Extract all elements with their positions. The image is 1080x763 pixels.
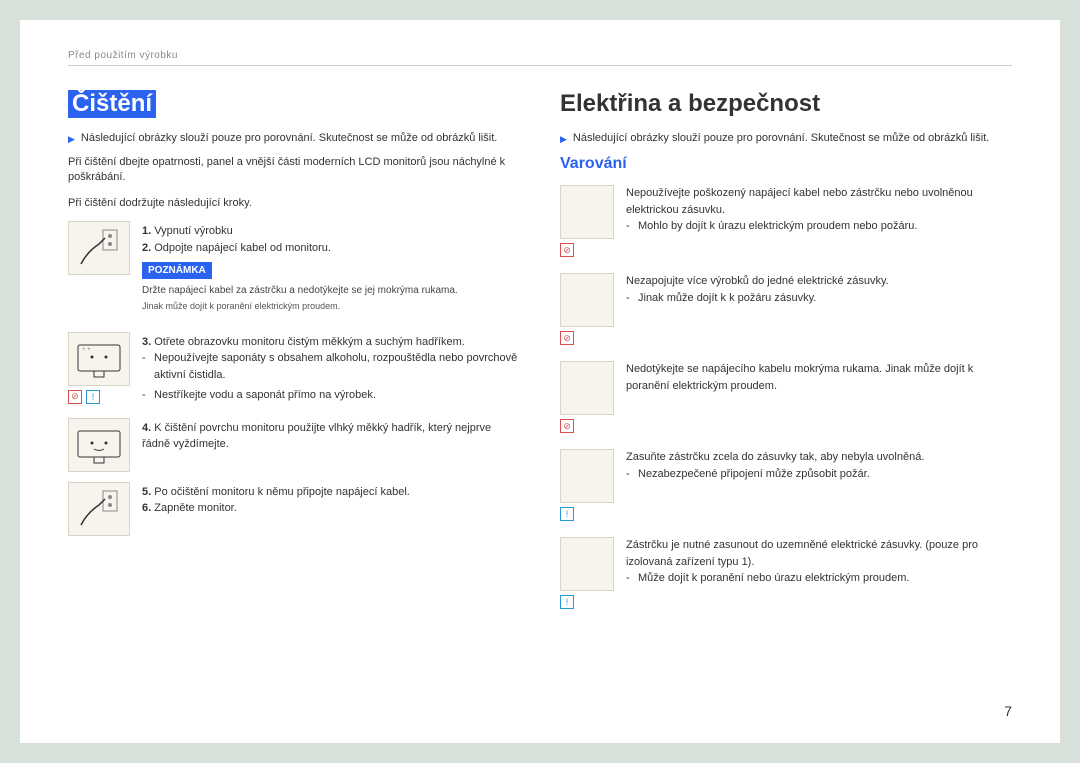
w4-text: Zasuňte zástrčku zcela do zásuvky tak, a… [626,449,1012,466]
step-3: + + ⊘ ! 3. Otřete obrazovku monitoru čis… [68,332,520,408]
step-text-block: 1. Vypnutí výrobku 2. Odpojte napájecí k… [142,221,520,322]
warning-4: ! Zasuňte zástrčku zcela do zásuvky tak,… [560,449,1012,521]
info-icon: ! [560,507,574,521]
w5-text: Zástrčku je nutné zasunout do uzemněné e… [626,537,1012,570]
w1-sub: Mohlo by dojít k úrazu elektrickým proud… [626,218,1012,235]
intro-note-text: Následující obrázky slouží pouze pro por… [81,132,497,144]
step-5-6: 5. Po očištění monitoru k němu připojte … [68,482,520,536]
w1-text: Nepoužívejte poškozený napájecí kabel ne… [626,185,1012,218]
para-1: Při čištění dbejte opatrnosti, panel a v… [68,155,520,186]
illustration-plug-in [68,482,130,536]
illustration-wet-hands [560,361,614,415]
w2-sub: Jinak může dojít k k požáru zásuvky. [626,290,1012,307]
warning-2: ⊘ Nezapojujte více výrobků do jedné elek… [560,273,1012,345]
step4-text: 4. K čištění povrchu monitoru použijte v… [142,418,520,453]
right-column: Elektřina a bezpečnost ▶ Následující obr… [560,90,1012,625]
note-badge: POZNÁMKA [142,262,212,279]
note-line-b: Jinak může dojít k poranění elektrickým … [142,300,520,314]
illustration-grounded-socket [560,537,614,591]
warning-3: ⊘ Nedotýkejte se napájecího kabelu mokrý… [560,361,1012,433]
illustration-unplug [68,221,130,275]
step3-sub2: Nestříkejte vodu a saponát přímo na výro… [142,387,520,404]
info-icon: ! [560,595,574,609]
w5-sub: Může dojít k poranění nebo úrazu elektri… [626,570,1012,587]
prohibit-icon: ⊘ [68,390,82,404]
prohibit-icon: ⊘ [560,243,574,257]
prohibit-icon: ⊘ [560,419,574,433]
intro-note-text-r: Následující obrázky slouží pouze pro por… [573,132,989,144]
para-2: Při čištění dodržujte následující kroky. [68,196,520,211]
section-title-cleaning: Čištění [68,90,520,118]
illustration-multi-plug [560,273,614,327]
w4-sub: Nezabezpečené připojení může způsobit po… [626,466,1012,483]
page-header: Před použitím výrobku [68,50,1012,66]
svg-text:+ +: + + [82,347,91,353]
w2-text: Nezapojujte více výrobků do jedné elektr… [626,273,1012,290]
illustration-damp-cloth [68,418,130,472]
content-columns: Čištění ▶ Následující obrázky slouží pou… [68,90,1012,625]
intro-note: ▶ Následující obrázky slouží pouze pro p… [68,132,520,145]
warning-5: ! Zástrčku je nutné zasunout do uzemněné… [560,537,1012,609]
manual-page: Před použitím výrobku Čištění ▶ Následuj… [20,20,1060,743]
intro-note-right: ▶ Následující obrázky slouží pouze pro p… [560,132,1012,145]
illustration-insert-fully [560,449,614,503]
bullet-icon: ▶ [68,134,75,145]
step56-text: 5. Po očištění monitoru k němu připojte … [142,482,520,517]
illustration-stack: + + ⊘ ! [68,332,130,404]
illustration-wipe: + + [68,332,130,386]
step-4: 4. K čištění povrchu monitoru použijte v… [68,418,520,472]
bullet-icon: ▶ [560,134,567,145]
prohibit-icon: ⊘ [560,331,574,345]
warning-subtitle: Varování [560,155,1012,173]
w3-text: Nedotýkejte se napájecího kabelu mokrýma… [626,361,1012,394]
warning-1: ⊘ Nepoužívejte poškozený napájecí kabel … [560,185,1012,257]
page-number: 7 [1004,703,1012,719]
info-icon: ! [86,390,100,404]
illustration-damaged-cord [560,185,614,239]
step3-text: 3. Otřete obrazovku monitoru čistým měkk… [142,332,520,408]
note-line-a: Držte napájecí kabel za zástrčku a nedot… [142,283,520,298]
section-title-electricity: Elektřina a bezpečnost [560,90,1012,118]
left-column: Čištění ▶ Následující obrázky slouží pou… [68,90,520,625]
step-1-2: 1. Vypnutí výrobku 2. Odpojte napájecí k… [68,221,520,322]
step3-sub1: Nepoužívejte saponáty s obsahem alkoholu… [142,350,520,383]
